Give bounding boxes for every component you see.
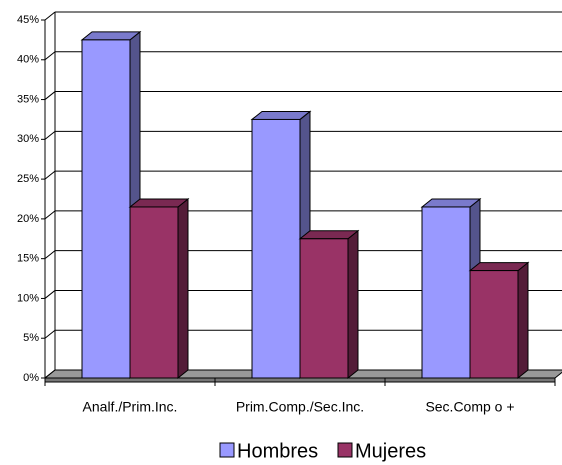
- bar-side: [517, 261, 529, 380]
- bar-top: [298, 230, 360, 240]
- grid-line-depth: [44, 130, 56, 140]
- legend-swatch: [219, 442, 235, 458]
- bar-top: [250, 110, 312, 120]
- y-tick-label: 15%: [17, 253, 39, 265]
- grid-line-depth: [44, 91, 56, 100]
- legend-label: Mujeres: [355, 440, 426, 462]
- y-tick-label: 35%: [17, 93, 39, 105]
- bar: [298, 229, 360, 380]
- bar-front: [421, 206, 471, 379]
- grid-line-depth: [44, 11, 56, 21]
- x-tick-label: Sec.Comp o +: [425, 399, 514, 415]
- grid-line-depth: [44, 290, 56, 299]
- legend-swatch: [337, 442, 353, 458]
- y-tick-label: 30%: [17, 133, 39, 145]
- bar-front: [299, 238, 349, 379]
- bar-top: [128, 198, 190, 208]
- grid-line-depth: [44, 210, 56, 220]
- legend-label: Hombres: [237, 440, 318, 462]
- grid-line-depth: [44, 329, 56, 339]
- bar: [468, 261, 530, 380]
- bar: [128, 197, 190, 380]
- grid-line-depth: [44, 250, 56, 260]
- y-tick-label: 0%: [23, 372, 39, 384]
- grid-line-depth: [44, 369, 56, 379]
- bar-top: [80, 31, 142, 41]
- bar-front: [81, 39, 131, 379]
- grid-line-depth: [44, 51, 56, 61]
- x-tick-label: Prim.Comp./Sec.Inc.: [236, 399, 364, 415]
- bar-side: [177, 197, 189, 380]
- y-tick-label: 20%: [17, 213, 39, 225]
- bar-top: [420, 198, 482, 208]
- x-tick-label: Analf./Prim.Inc.: [83, 399, 178, 415]
- y-tick-label: 25%: [17, 173, 39, 185]
- bar-front: [469, 270, 519, 379]
- bar-front: [251, 118, 301, 379]
- bar-front: [129, 206, 179, 379]
- y-tick-label: 40%: [17, 54, 39, 66]
- y-tick-label: 5%: [23, 332, 39, 344]
- grid-line-depth: [44, 170, 56, 180]
- y-tick-label: 45%: [17, 14, 39, 26]
- bar-top: [468, 262, 530, 272]
- bar-side: [347, 229, 359, 380]
- y-tick-label: 10%: [17, 292, 39, 304]
